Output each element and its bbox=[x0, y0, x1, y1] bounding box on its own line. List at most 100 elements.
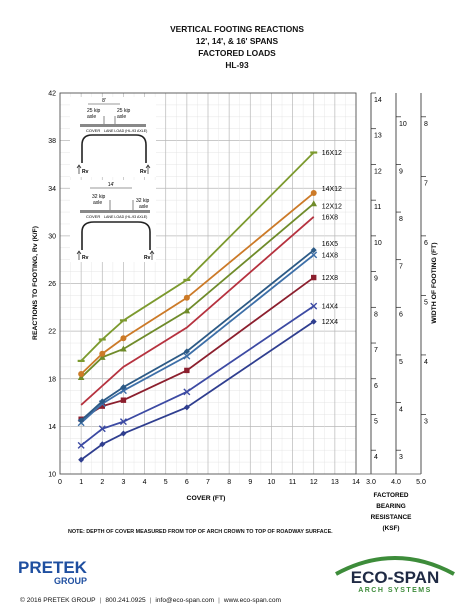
x-tick-label: 14 bbox=[352, 479, 360, 486]
x-tick-label: 1 bbox=[79, 479, 83, 486]
width-tick-label: 8 bbox=[374, 311, 378, 318]
width-tick-label: 4 bbox=[374, 454, 378, 461]
data-point-12X4 bbox=[99, 441, 106, 448]
width-tick-label: 9 bbox=[374, 276, 378, 283]
series-labels: 12X4 14X4 12X8 14X8 16X5 16X8 12X12 14X12 16X12 bbox=[322, 150, 342, 326]
y-axis-title: REACTIONS TO FOOTING, Rv (K/F) bbox=[32, 226, 39, 340]
width-tick-label: 4 bbox=[399, 407, 403, 414]
data-point-14X8 bbox=[183, 352, 191, 360]
inset-top-lane: LANE LOAD (HL-93 AXLE) bbox=[104, 129, 147, 133]
inset-bottom-load-right: 32 kip bbox=[136, 198, 150, 204]
footer-email[interactable]: info@eco-span.com bbox=[155, 597, 215, 604]
x-tick-label: 4 bbox=[143, 479, 147, 486]
x-tick-label: 12 bbox=[310, 479, 318, 486]
width-tick-label: 6 bbox=[374, 383, 378, 390]
width-tick-label: 5 bbox=[374, 418, 378, 425]
data-point-12X12 bbox=[183, 307, 191, 314]
inset-bottom-rv-left: Rv bbox=[82, 255, 89, 261]
y-tick-label: 30 bbox=[48, 233, 56, 240]
footnote: NOTE: DEPTH OF COVER MEASURED FROM TOP O… bbox=[68, 529, 333, 535]
width-tick-label: 13 bbox=[374, 133, 382, 140]
data-point-14X12 bbox=[78, 370, 85, 377]
width-tick-label: 5 bbox=[399, 359, 403, 366]
y-tick-label: 18 bbox=[48, 376, 56, 383]
inset-bottom-lane: LANE LOAD (HL-93 AXLE) bbox=[104, 215, 147, 219]
inset-bottom-cover: COVER bbox=[86, 214, 100, 219]
series-label-16X5: 16X5 bbox=[322, 241, 338, 248]
width-tick-label: 8 bbox=[424, 121, 428, 128]
inset-bottom-span: 14' bbox=[108, 182, 115, 188]
width-tick-label: 8 bbox=[399, 216, 403, 223]
data-point-12X12 bbox=[120, 345, 127, 352]
data-point-14X12 bbox=[183, 294, 190, 301]
data-point-12X12 bbox=[77, 374, 85, 381]
data-point-14X8 bbox=[310, 251, 318, 259]
data-point-12X4 bbox=[78, 456, 85, 463]
data-point-14X4 bbox=[77, 441, 85, 449]
data-point-14X4 bbox=[310, 302, 318, 310]
x-tick-label: 13 bbox=[331, 479, 339, 486]
series bbox=[77, 151, 318, 463]
x-tick-label: 11 bbox=[289, 479, 296, 486]
footer-phone: 800.241.0925 bbox=[105, 597, 146, 604]
right-axis-grid: 3.0 4 5 6 7 8 9 10 11 12 13 14 4.0 3 4 5 6 7 8 9 10 5.0 3 4 5 6 7 8 bbox=[356, 92, 428, 486]
footer-website[interactable]: www.eco-span.com bbox=[223, 597, 282, 604]
data-point-16X5 bbox=[183, 348, 190, 355]
data-point-12X8 bbox=[184, 367, 190, 374]
series-label-14X8: 14X8 bbox=[322, 252, 338, 259]
width-tick-label: 12 bbox=[374, 168, 382, 175]
width-tick-label: 10 bbox=[399, 121, 407, 128]
series-label-16X8: 16X8 bbox=[322, 214, 338, 221]
width-tick-label: 14 bbox=[374, 97, 382, 104]
footer: © 2016 PRETEK GROUP | 800.241.0925 | info@ec… bbox=[20, 597, 282, 604]
x-tick-label: 8 bbox=[227, 479, 231, 486]
width-tick-label: 7 bbox=[424, 180, 428, 187]
x-tick-label: 2 bbox=[100, 479, 104, 486]
x-tick-label: 9 bbox=[248, 479, 252, 486]
inset-bottom-axle-right: axle bbox=[139, 204, 148, 210]
x-tick-label: 3 bbox=[121, 479, 125, 486]
bearing-ksf-label: 5.0 bbox=[416, 479, 426, 486]
eco-span-logo-name: ECO-SPAN bbox=[351, 568, 439, 587]
inset-top-axle-right: axle bbox=[117, 114, 126, 120]
data-point-12X12 bbox=[310, 200, 318, 207]
chart-title-line-1: VERTICAL FOOTING REACTIONS bbox=[170, 24, 304, 34]
x-tick-label: 6 bbox=[185, 479, 189, 486]
data-point-12X8 bbox=[120, 397, 127, 403]
data-point-16X5 bbox=[120, 384, 127, 391]
inset-top-load-left: 25 kip bbox=[87, 108, 101, 114]
y-tick-label: 22 bbox=[48, 329, 56, 336]
series-label-12X4: 12X4 bbox=[322, 319, 338, 326]
width-tick-label: 4 bbox=[424, 359, 428, 366]
data-point-14X12 bbox=[120, 335, 127, 342]
x-tick-label: 5 bbox=[164, 479, 168, 486]
inset-top-rv-left: Rv bbox=[82, 169, 89, 175]
eco-span-logo: ECO-SPAN ARCH SYSTEMS bbox=[335, 556, 455, 594]
bearing-ksf-label: 3.0 bbox=[366, 479, 376, 486]
footer-copyright: © 2016 PRETEK GROUP bbox=[20, 597, 96, 604]
grid bbox=[59, 92, 357, 475]
width-tick-label: 6 bbox=[424, 240, 428, 247]
width-tick-label: 10 bbox=[374, 240, 382, 247]
width-tick-label: 7 bbox=[399, 264, 403, 271]
bearing-label-line-4: (KSF) bbox=[382, 525, 399, 532]
x-axis-title: COVER (FT) bbox=[187, 495, 226, 502]
y-tick-label: 10 bbox=[48, 472, 56, 479]
y-tick-label: 26 bbox=[48, 281, 56, 288]
inset-top-span: 8' bbox=[102, 98, 106, 104]
inset-bottom-load-left: 32 kip bbox=[92, 194, 106, 200]
width-tick-label: 3 bbox=[424, 418, 428, 425]
inset-top-load-right: 25 kip bbox=[117, 108, 131, 114]
width-tick-label: 9 bbox=[399, 168, 403, 175]
series-label-12X12: 12X12 bbox=[322, 204, 342, 211]
bearing-label-line-3: RESISTANCE bbox=[371, 514, 412, 521]
data-point-16X5 bbox=[310, 247, 317, 254]
data-point-14X4 bbox=[183, 388, 191, 396]
data-point-14X12 bbox=[310, 190, 317, 197]
x-tick-label: 10 bbox=[268, 479, 276, 486]
inset-top-axle-left: axle bbox=[87, 114, 96, 120]
data-point-14X12 bbox=[99, 350, 106, 357]
data-point-12X12 bbox=[98, 353, 106, 360]
